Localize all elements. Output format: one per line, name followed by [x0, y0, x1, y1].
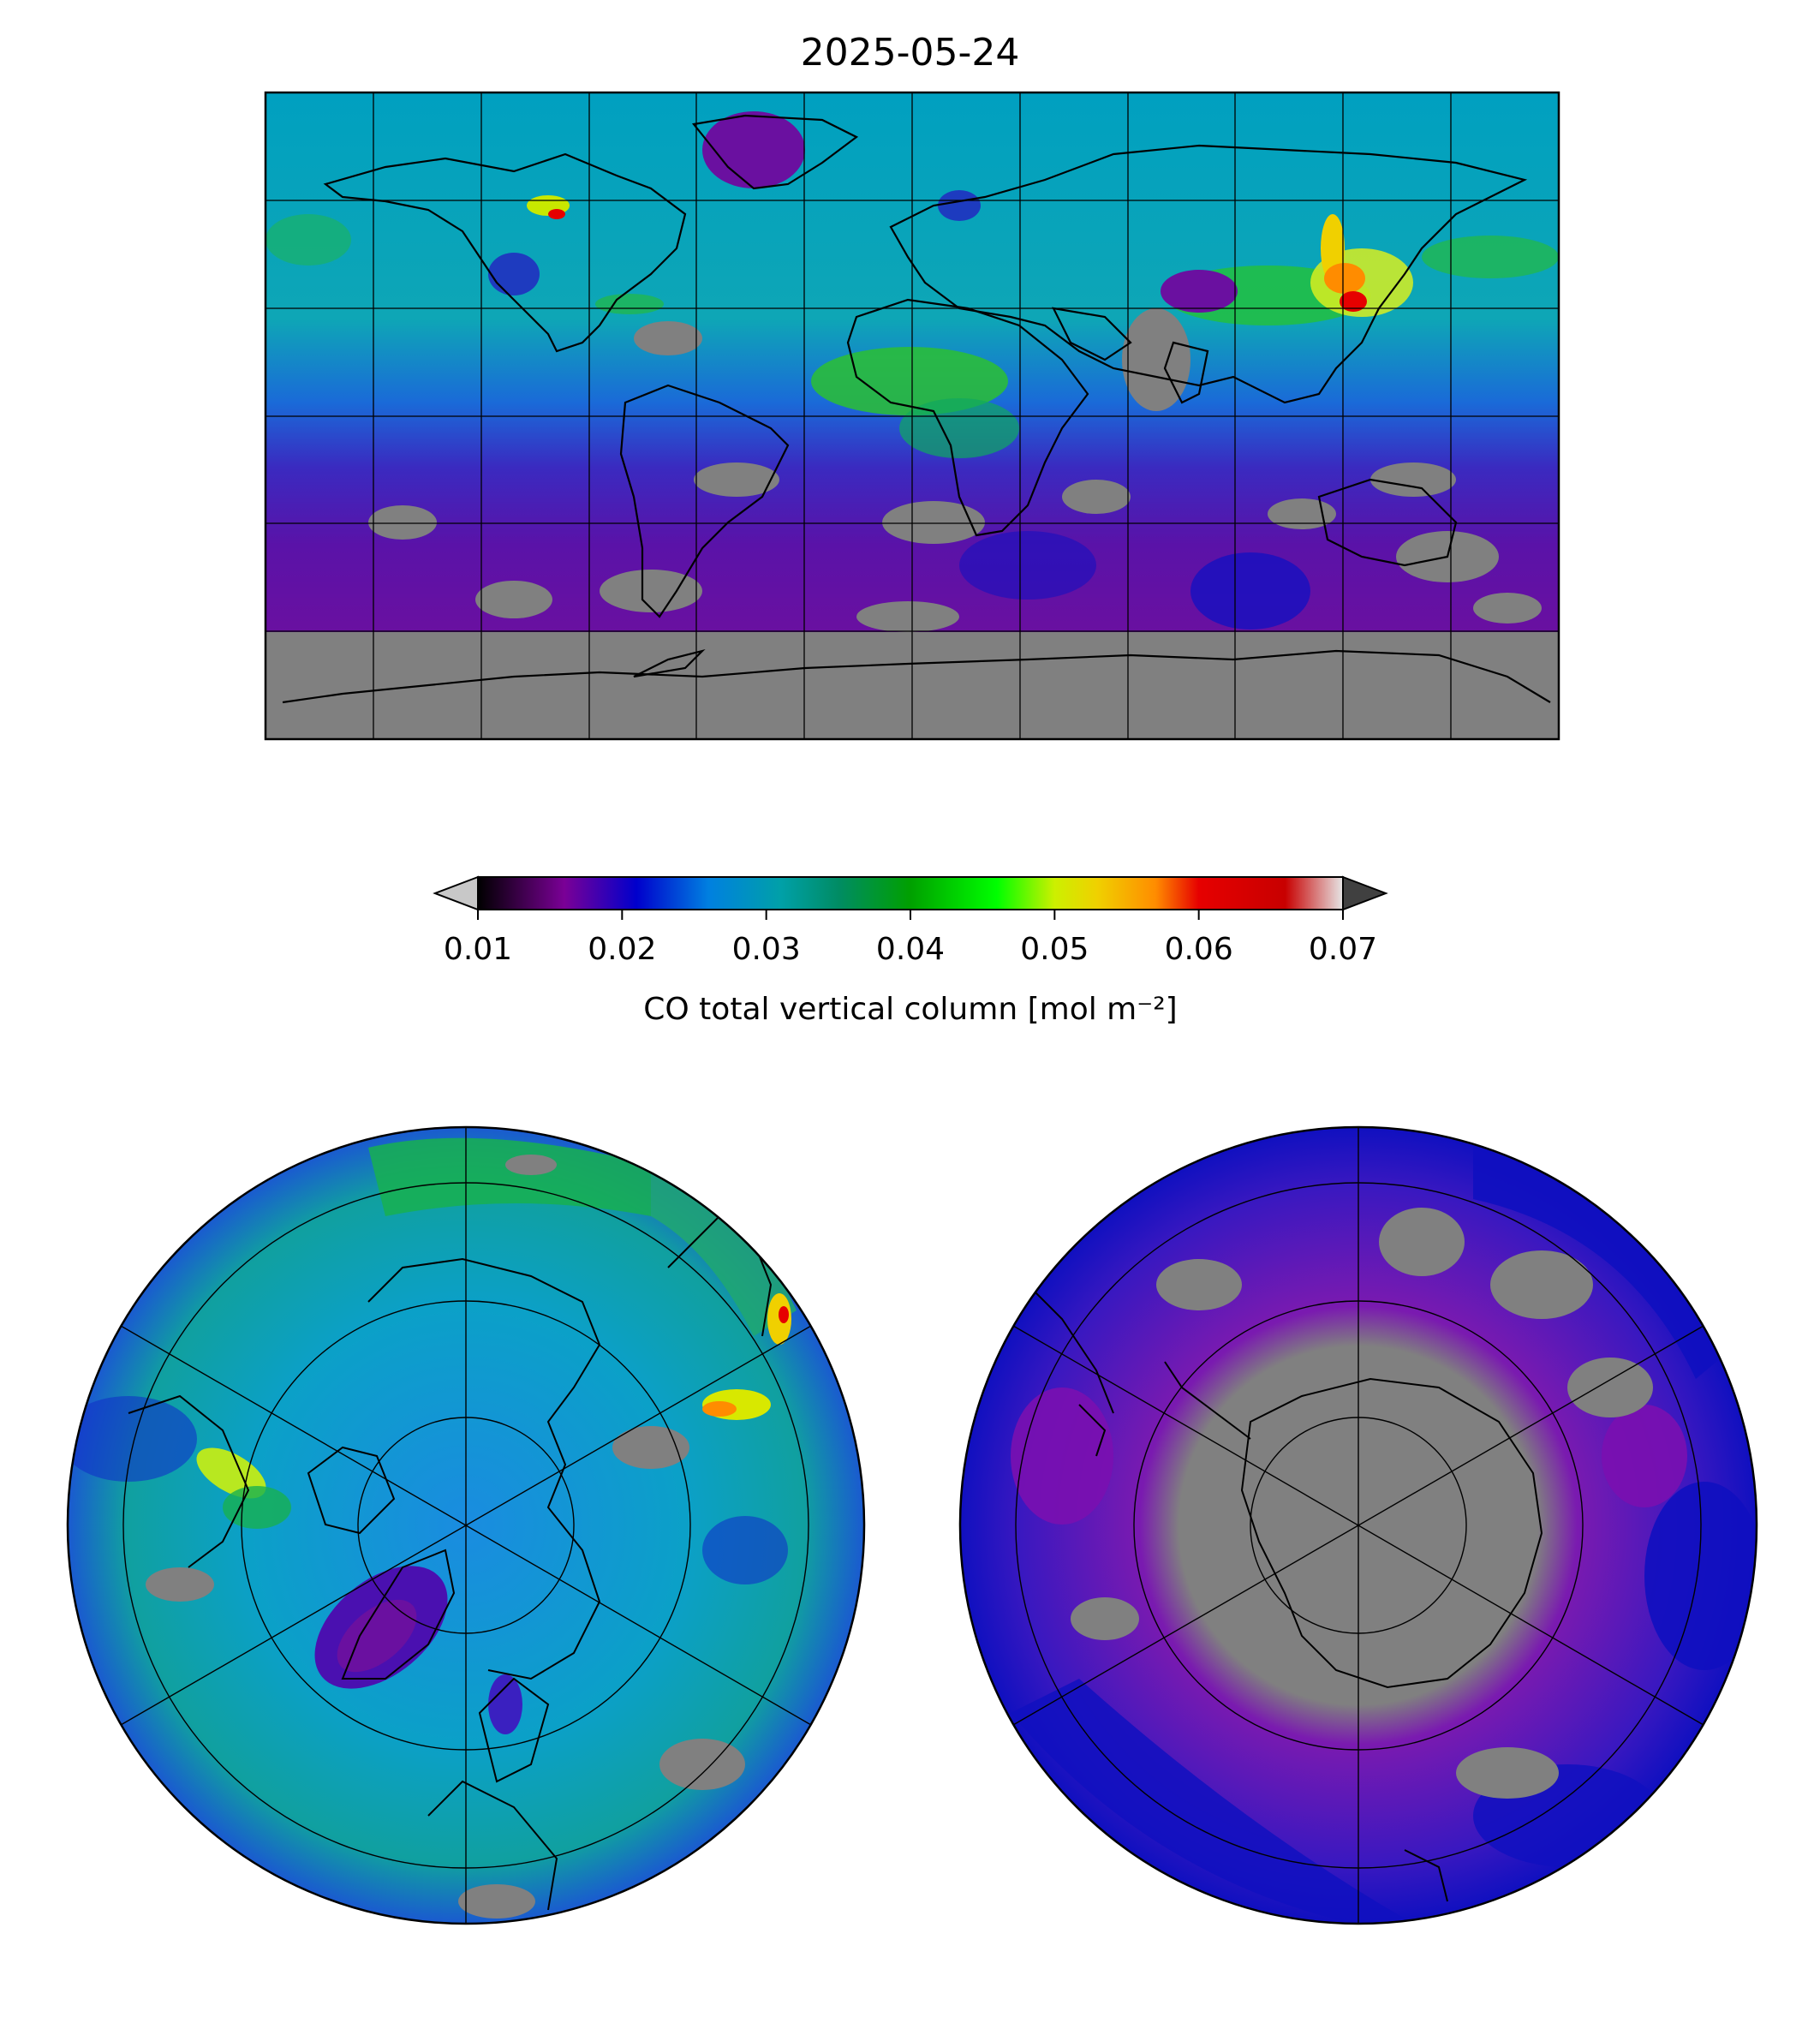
colorbar-gradient: [478, 877, 1343, 910]
north-low-co-regions: [68, 1396, 788, 1734]
colorbar: 0.01 0.02 0.03 0.04 0.05 0.06 0.07 CO total ve…: [433, 875, 1388, 1027]
north-gridlines: [120, 1127, 812, 1924]
figure-title: 2025-05-24: [800, 31, 1020, 75]
colorbar-over-arrow: [1342, 875, 1388, 911]
global-low-co-regions: [488, 111, 1310, 630]
colorbar-tick-label: 0.05: [1020, 932, 1089, 967]
colorbar-tick-label: 0.03: [732, 932, 801, 967]
global-map: [266, 92, 1559, 739]
south-coastlines: [1027, 1284, 1543, 1902]
colorbar-label: CO total vertical column [mol m⁻²]: [643, 992, 1177, 1027]
colorbar-tick-label: 0.06: [1165, 932, 1233, 967]
global-gridlines: [266, 92, 1559, 739]
south-gridlines: [1012, 1127, 1704, 1924]
colorbar-ticks: 0.01 0.02 0.03 0.04 0.05 0.06 0.07: [444, 910, 1377, 967]
global-coastlines: [282, 114, 1551, 704]
south-map-frame: [958, 1125, 1758, 1925]
north-polar-map: [68, 1127, 864, 1924]
north-map-frame: [66, 1125, 866, 1925]
colorbar-tick-label: 0.07: [1309, 932, 1377, 967]
global-map-frame: [264, 91, 1560, 741]
colorbar-tick-label: 0.04: [876, 932, 945, 967]
colorbar-tick-label: 0.02: [588, 932, 656, 967]
south-polar-map: [960, 1127, 1757, 1924]
south-missing-data: [1071, 1208, 1653, 1799]
colorbar-under-arrow: [433, 875, 479, 911]
north-high-co-regions: [196, 1137, 797, 1529]
colorbar-tick-label: 0.01: [444, 932, 512, 967]
